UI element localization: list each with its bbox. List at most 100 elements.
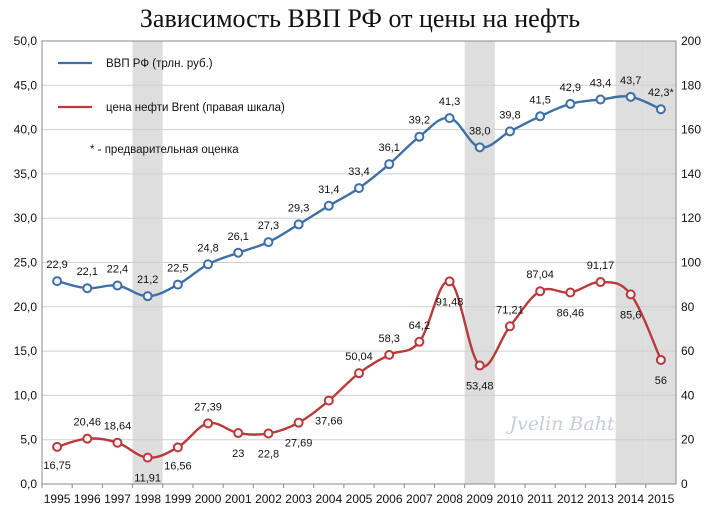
y-left-tick-label: 45,0 xyxy=(14,78,38,92)
x-tick-label: 2010 xyxy=(497,492,524,506)
x-tick-label: 2008 xyxy=(436,492,463,506)
x-tick-label: 2005 xyxy=(346,492,373,506)
data-label-oil: 91,17 xyxy=(587,260,615,272)
data-point-gdp xyxy=(263,237,274,248)
y-right-tick-label: 160 xyxy=(681,123,701,137)
plot-frame xyxy=(41,40,677,485)
data-point-oil xyxy=(263,428,274,439)
x-tick-label: 2004 xyxy=(315,492,342,506)
x-tick-label: 2012 xyxy=(557,492,584,506)
y-right-tick-label: 60 xyxy=(681,344,695,358)
data-point-oil xyxy=(293,417,304,428)
x-tick-label: 2002 xyxy=(255,492,282,506)
y-left-tick-label: 20,0 xyxy=(14,300,38,314)
data-label-oil: 18,64 xyxy=(104,421,132,433)
data-point-gdp xyxy=(474,142,485,153)
data-label-oil: 27,69 xyxy=(285,438,313,450)
y-right-tick-label: 40 xyxy=(681,388,695,402)
data-point-gdp xyxy=(354,183,364,194)
y-left-tick-label: 0,0 xyxy=(20,477,37,491)
data-label-gdp: 31,4 xyxy=(318,184,339,196)
data-point-oil xyxy=(112,437,123,448)
data-label-oil: 27,39 xyxy=(194,401,222,413)
data-point-oil xyxy=(354,368,364,379)
data-point-oil xyxy=(444,276,455,287)
data-label-gdp: 26,1 xyxy=(228,231,249,243)
data-label-oil: 22,8 xyxy=(258,448,279,460)
y-left-tick-label: 10,0 xyxy=(14,388,38,402)
x-tick-label: 1997 xyxy=(104,492,131,506)
y-left-tick-label: 30,0 xyxy=(14,211,38,225)
x-tick-label: 2009 xyxy=(466,492,493,506)
data-label-oil: 64,2 xyxy=(409,320,430,332)
data-label-gdp: 43,4 xyxy=(590,77,611,89)
data-label-oil: 58,3 xyxy=(378,333,399,345)
data-point-oil xyxy=(414,336,425,347)
y-axis-right-ticks: 0 20 40 60 80 100 120 140 160 180 200 xyxy=(681,34,701,491)
data-point-gdp xyxy=(293,219,304,230)
data-point-gdp xyxy=(414,131,425,142)
data-label-gdp: 27,3 xyxy=(258,220,279,232)
data-label-gdp: 38,0 xyxy=(469,125,490,137)
footnote: * - предварительная оценка xyxy=(90,144,239,156)
data-label-gdp: 21,2 xyxy=(137,274,158,286)
x-tick-label: 1998 xyxy=(134,492,161,506)
data-label-oil: 85,6 xyxy=(620,309,641,321)
data-point-oil xyxy=(52,441,63,452)
data-point-gdp xyxy=(384,159,395,170)
data-label-oil: 56 xyxy=(655,375,667,387)
data-label-oil: 11,91 xyxy=(134,473,161,485)
data-point-gdp xyxy=(655,104,666,115)
data-label-gdp: 39,2 xyxy=(409,115,430,127)
data-point-oil xyxy=(384,349,395,360)
y-right-tick-label: 140 xyxy=(681,167,701,181)
y-right-tick-label: 0 xyxy=(681,477,688,491)
data-point-oil xyxy=(82,433,93,444)
data-label-oil: 37,66 xyxy=(315,416,343,428)
x-tick-label: 2015 xyxy=(648,492,675,506)
data-point-gdp xyxy=(504,126,515,137)
series-line-oil xyxy=(56,280,662,459)
y-left-tick-label: 50,0 xyxy=(14,34,38,48)
data-label-oil: 16,56 xyxy=(164,460,192,472)
data-point-gdp xyxy=(444,113,455,124)
data-label-oil: 53,48 xyxy=(466,381,494,393)
x-tick-label: 2001 xyxy=(225,492,252,506)
data-point-gdp xyxy=(625,91,636,102)
x-axis-ticks: 1995 1996 1997 1998 1999 2000 2001 2002 2003 2004… xyxy=(41,484,675,506)
data-point-gdp xyxy=(535,111,546,122)
data-label-oil: 71,21 xyxy=(496,304,524,316)
data-label-gdp: 36,1 xyxy=(378,142,399,154)
data-label-gdp: 41,3 xyxy=(439,96,460,108)
data-label-gdp: 41,5 xyxy=(529,94,550,106)
data-label-oil: 86,46 xyxy=(557,307,585,319)
data-point-gdp xyxy=(52,276,63,287)
data-point-gdp xyxy=(565,98,576,109)
x-tick-label: 2014 xyxy=(617,492,644,506)
y-left-tick-label: 5,0 xyxy=(20,433,37,447)
data-point-oil xyxy=(323,395,334,406)
x-tick-label: 2007 xyxy=(406,492,433,506)
data-point-gdp xyxy=(323,200,334,211)
data-label-gdp: 22,1 xyxy=(77,266,98,278)
data-point-oil xyxy=(655,354,666,365)
data-label-oil: 20,46 xyxy=(74,417,102,429)
data-point-oil xyxy=(595,277,606,288)
data-label-gdp: 42,3* xyxy=(648,87,674,99)
x-tick-label: 2013 xyxy=(587,492,614,506)
data-point-oil xyxy=(233,428,244,439)
data-label-oil: 16,75 xyxy=(43,460,71,472)
series-layer: 22,9 22,1 22,4 21,2 22,5 24,8 26,1 27,3 29,3 31,4… xyxy=(43,75,674,485)
x-tick-label: 1996 xyxy=(74,492,101,506)
data-label-gdp: 43,7 xyxy=(620,75,641,87)
x-tick-label: 1995 xyxy=(44,492,71,506)
y-right-tick-label: 180 xyxy=(681,78,701,92)
y-right-tick-label: 200 xyxy=(681,34,701,48)
data-point-oil xyxy=(504,321,515,332)
data-label-gdp: 29,3 xyxy=(288,202,309,214)
y-left-tick-label: 40,0 xyxy=(14,123,38,137)
data-label-gdp: 42,9 xyxy=(560,82,581,94)
data-label-gdp: 24,8 xyxy=(197,242,218,254)
data-label-gdp: 22,5 xyxy=(167,263,188,275)
